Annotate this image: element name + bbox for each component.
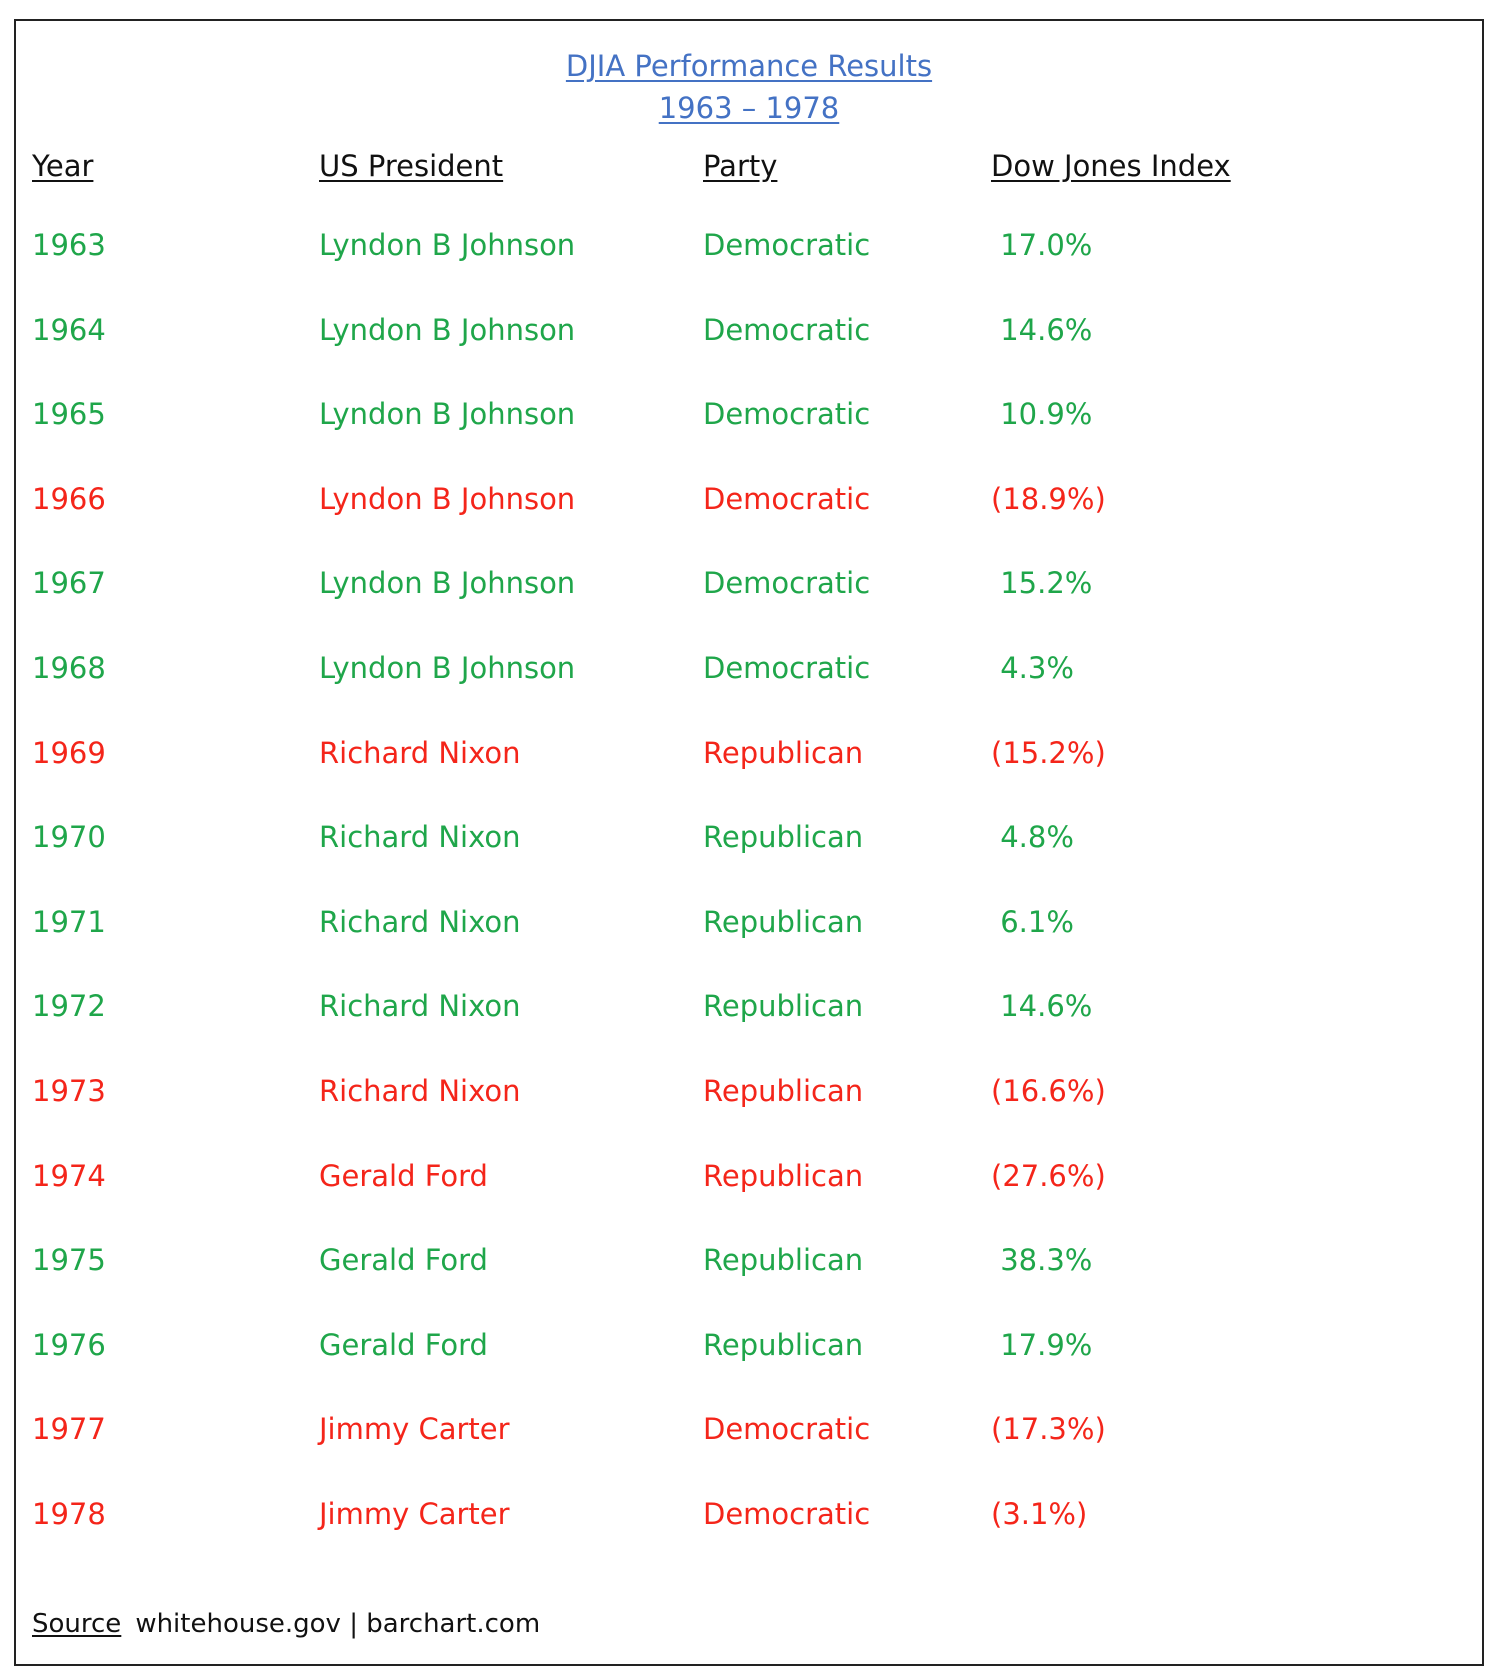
cell-year: 1966 [32,482,106,516]
title-line-2: 1963 – 1978 [658,91,840,125]
cell-president: Richard Nixon [319,1074,521,1108]
cell-party: Republican [703,1159,864,1193]
header-president: US President [319,149,504,183]
title-line-1: DJIA Performance Results [565,49,933,83]
cell-president: Lyndon B Johnson [319,313,576,347]
cell-year: 1969 [32,736,106,770]
cell-president: Lyndon B Johnson [319,228,576,262]
cell-president: Jimmy Carter [319,1497,510,1531]
cell-year: 1963 [32,228,106,262]
cell-year: 1975 [32,1243,106,1277]
cell-party: Republican [703,905,864,939]
cell-dow-jones-index: 4.8% [991,820,1074,854]
cell-dow-jones-index: 14.6% [991,313,1093,347]
source-footer: Source whitehouse.gov | barchart.com [32,1611,540,1637]
cell-party: Republican [703,736,864,770]
cell-year: 1973 [32,1074,106,1108]
cell-dow-jones-index: 10.9% [991,397,1093,431]
cell-dow-jones-index: (27.6%) [991,1159,1106,1193]
cell-dow-jones-index: (15.2%) [991,736,1106,770]
cell-president: Lyndon B Johnson [319,651,576,685]
cell-party: Republican [703,1243,864,1277]
cell-dow-jones-index: (3.1%) [991,1497,1088,1531]
cell-party: Democratic [703,313,871,347]
cell-dow-jones-index: 14.6% [991,989,1093,1023]
cell-dow-jones-index: 15.2% [991,566,1093,600]
cell-dow-jones-index: 17.0% [991,228,1093,262]
cell-dow-jones-index: (18.9%) [991,482,1106,516]
cell-dow-jones-index: 38.3% [991,1243,1093,1277]
cell-party: Democratic [703,651,871,685]
cell-president: Lyndon B Johnson [319,482,576,516]
source-text: whitehouse.gov | barchart.com [135,1609,541,1639]
source-label: Source [32,1609,122,1639]
cell-party: Republican [703,820,864,854]
cell-party: Democratic [703,1497,871,1531]
cell-president: Richard Nixon [319,989,521,1023]
cell-party: Democratic [703,397,871,431]
cell-dow-jones-index: (16.6%) [991,1074,1106,1108]
cell-party: Republican [703,989,864,1023]
header-party: Party [703,149,778,183]
cell-president: Richard Nixon [319,820,521,854]
document-frame: DJIA Performance Results 1963 – 1978 Yea… [14,19,1484,1666]
cell-president: Richard Nixon [319,905,521,939]
cell-year: 1976 [32,1328,106,1362]
cell-dow-jones-index: 17.9% [991,1328,1093,1362]
cell-party: Republican [703,1074,864,1108]
cell-president: Jimmy Carter [319,1412,510,1446]
cell-party: Democratic [703,482,871,516]
cell-party: Democratic [703,566,871,600]
cell-year: 1977 [32,1412,106,1446]
header-dow-jones-index: Dow Jones Index [991,149,1231,183]
cell-president: Gerald Ford [319,1243,488,1277]
cell-president: Gerald Ford [319,1328,488,1362]
cell-dow-jones-index: 6.1% [991,905,1074,939]
cell-president: Lyndon B Johnson [319,397,576,431]
cell-president: Lyndon B Johnson [319,566,576,600]
cell-president: Gerald Ford [319,1159,488,1193]
cell-party: Democratic [703,1412,871,1446]
cell-year: 1971 [32,905,106,939]
cell-year: 1972 [32,989,106,1023]
cell-dow-jones-index: (17.3%) [991,1412,1106,1446]
cell-president: Richard Nixon [319,736,521,770]
cell-party: Republican [703,1328,864,1362]
cell-year: 1964 [32,313,106,347]
cell-year: 1978 [32,1497,106,1531]
cell-party: Democratic [703,228,871,262]
cell-year: 1974 [32,1159,106,1193]
cell-year: 1967 [32,566,106,600]
cell-year: 1965 [32,397,106,431]
cell-year: 1970 [32,820,106,854]
cell-year: 1968 [32,651,106,685]
header-year: Year [32,149,94,183]
cell-dow-jones-index: 4.3% [991,651,1074,685]
